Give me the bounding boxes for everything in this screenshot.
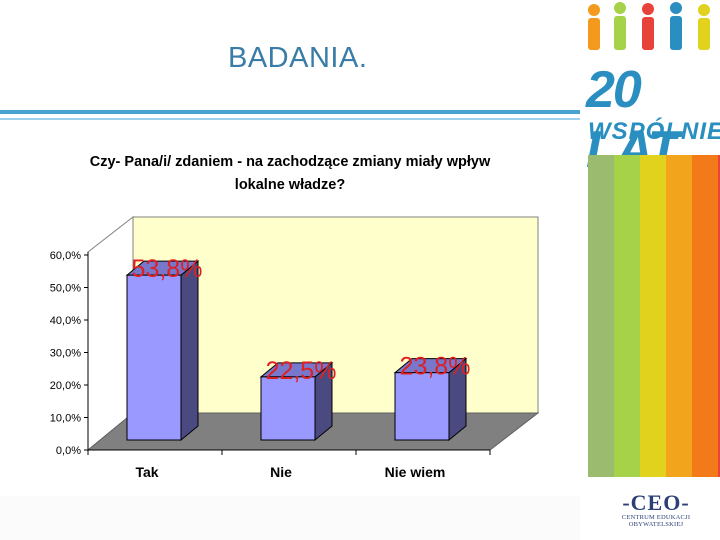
data-label: 53,8% [132,255,203,283]
y-tick-label: 50,0% [50,283,81,295]
bar-front-face [126,274,182,441]
color-stripe [588,155,614,477]
branding-panel [580,0,720,540]
slide-title: BADANIA. [228,42,368,74]
color-stripe [666,155,692,477]
chart-title-line-2: lokalne władze? [235,177,346,193]
data-label: 23,8% [400,353,471,381]
bar-side-face [180,260,199,442]
y-tick-label: 10,0% [50,413,81,425]
chart-title-line-1: Czy- Pana/i/ zdaniem - na zachodzące zmi… [90,154,491,170]
bar-chart: Czy- Pana/i/ zdaniem - na zachodzące zmi… [50,154,540,480]
people-figures-icon [588,2,710,50]
bar-nie [259,361,334,442]
bar-front-face [260,376,316,441]
x-tick-label: Nie [270,464,292,480]
header-rule [0,110,580,114]
ceo-logo-mark: -CEO- [622,490,690,515]
y-tick-label: 60,0% [50,250,81,262]
color-stripe [718,155,720,477]
y-axis-ticks: 0,0% 10,0% 20,0% 30,0% 40,0% 50,0% 60,0% [50,250,88,457]
anniversary-logo-line2: WSPÓLNIE [588,118,720,145]
y-tick-label: 0,0% [56,445,81,457]
ceo-logo-name: CENTRUM EDUKACJI OBYWATELSKIEJ [621,514,691,528]
color-stripe [692,155,718,477]
x-tick-label: Nie wiem [385,464,446,480]
y-tick-label: 20,0% [50,380,81,392]
data-label: 22,5% [266,357,337,385]
header-rule-thin [0,118,580,120]
x-tick-label: Tak [135,464,158,480]
data-labels: 53,8% 22,5% 23,8% [132,255,471,385]
bar-front-face [394,372,450,441]
x-axis-labels: Tak Nie Nie wiem [87,450,491,480]
bar-tak [125,260,200,442]
color-stripes [588,155,720,477]
bar-nie-wiem [393,357,468,442]
y-tick-label: 30,0% [50,348,81,360]
color-stripe [614,155,640,477]
y-tick-label: 40,0% [50,315,81,327]
footer-band [0,496,580,540]
ceo-logo: -CEO- CENTRUM EDUKACJI OBYWATELSKIEJ [596,490,716,530]
chart-side-wall [87,215,134,452]
color-stripe [640,155,666,477]
bars [125,260,468,442]
